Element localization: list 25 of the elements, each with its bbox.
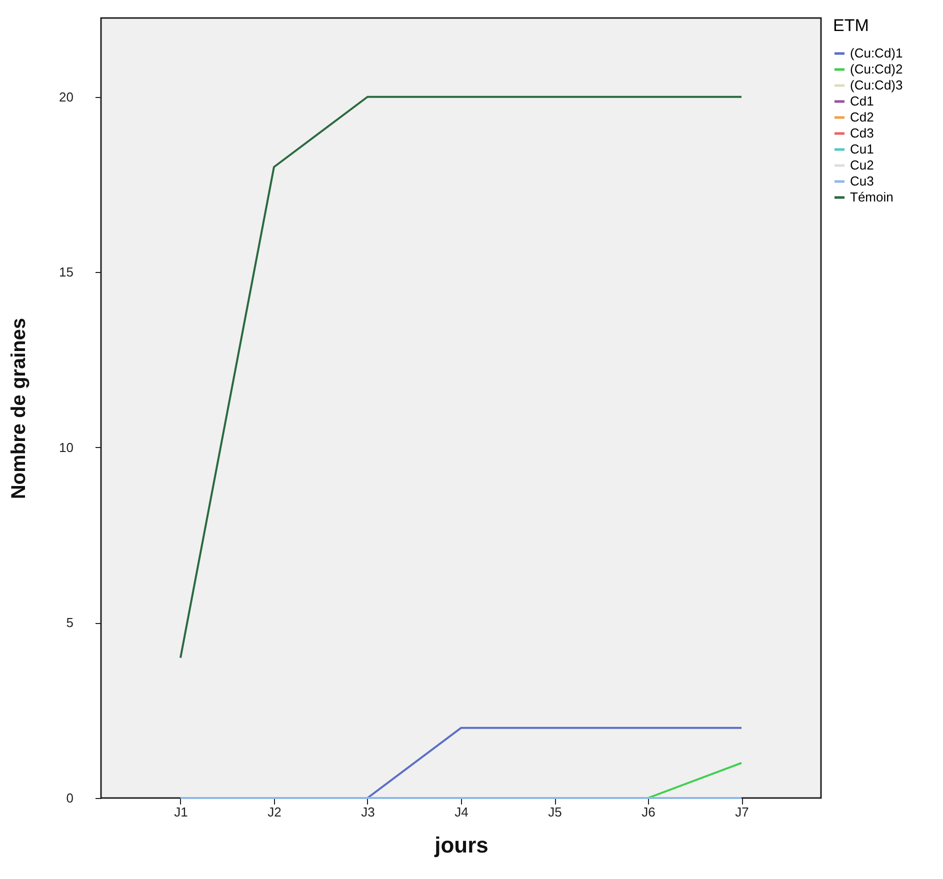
y-tick-label: 0 (66, 790, 74, 806)
x-axis-title: jours (434, 832, 488, 858)
y-tick-label: 15 (59, 264, 74, 280)
y-tick-label: 20 (59, 89, 74, 104)
legend-label: Cu2 (850, 158, 874, 172)
legend-label: (Cu:Cd)3 (850, 78, 903, 92)
legend-label: Cd1 (850, 94, 874, 108)
legend-title: ETM (833, 16, 869, 35)
x-tick-label: J1 (174, 804, 188, 820)
x-tick-label: J3 (361, 804, 375, 820)
legend-label: Cu3 (850, 174, 874, 188)
legend-label: Cd3 (850, 126, 874, 140)
legend-label: (Cu:Cd)2 (850, 62, 903, 76)
legend-label: Cu1 (850, 142, 874, 156)
x-tick-label: J4 (454, 804, 468, 820)
y-tick-label: 10 (59, 440, 74, 455)
legend-label: (Cu:Cd)1 (850, 46, 903, 60)
y-axis-title: Nombre de graines (8, 318, 30, 500)
x-tick-label: J2 (268, 804, 282, 820)
x-tick-label: J6 (642, 804, 656, 820)
x-tick-label: J5 (548, 804, 562, 820)
x-tick-label: J7 (735, 804, 749, 820)
legend-label: Cd2 (850, 110, 874, 124)
legend-label: Témoin (850, 190, 894, 204)
y-tick-label: 5 (66, 615, 74, 630)
